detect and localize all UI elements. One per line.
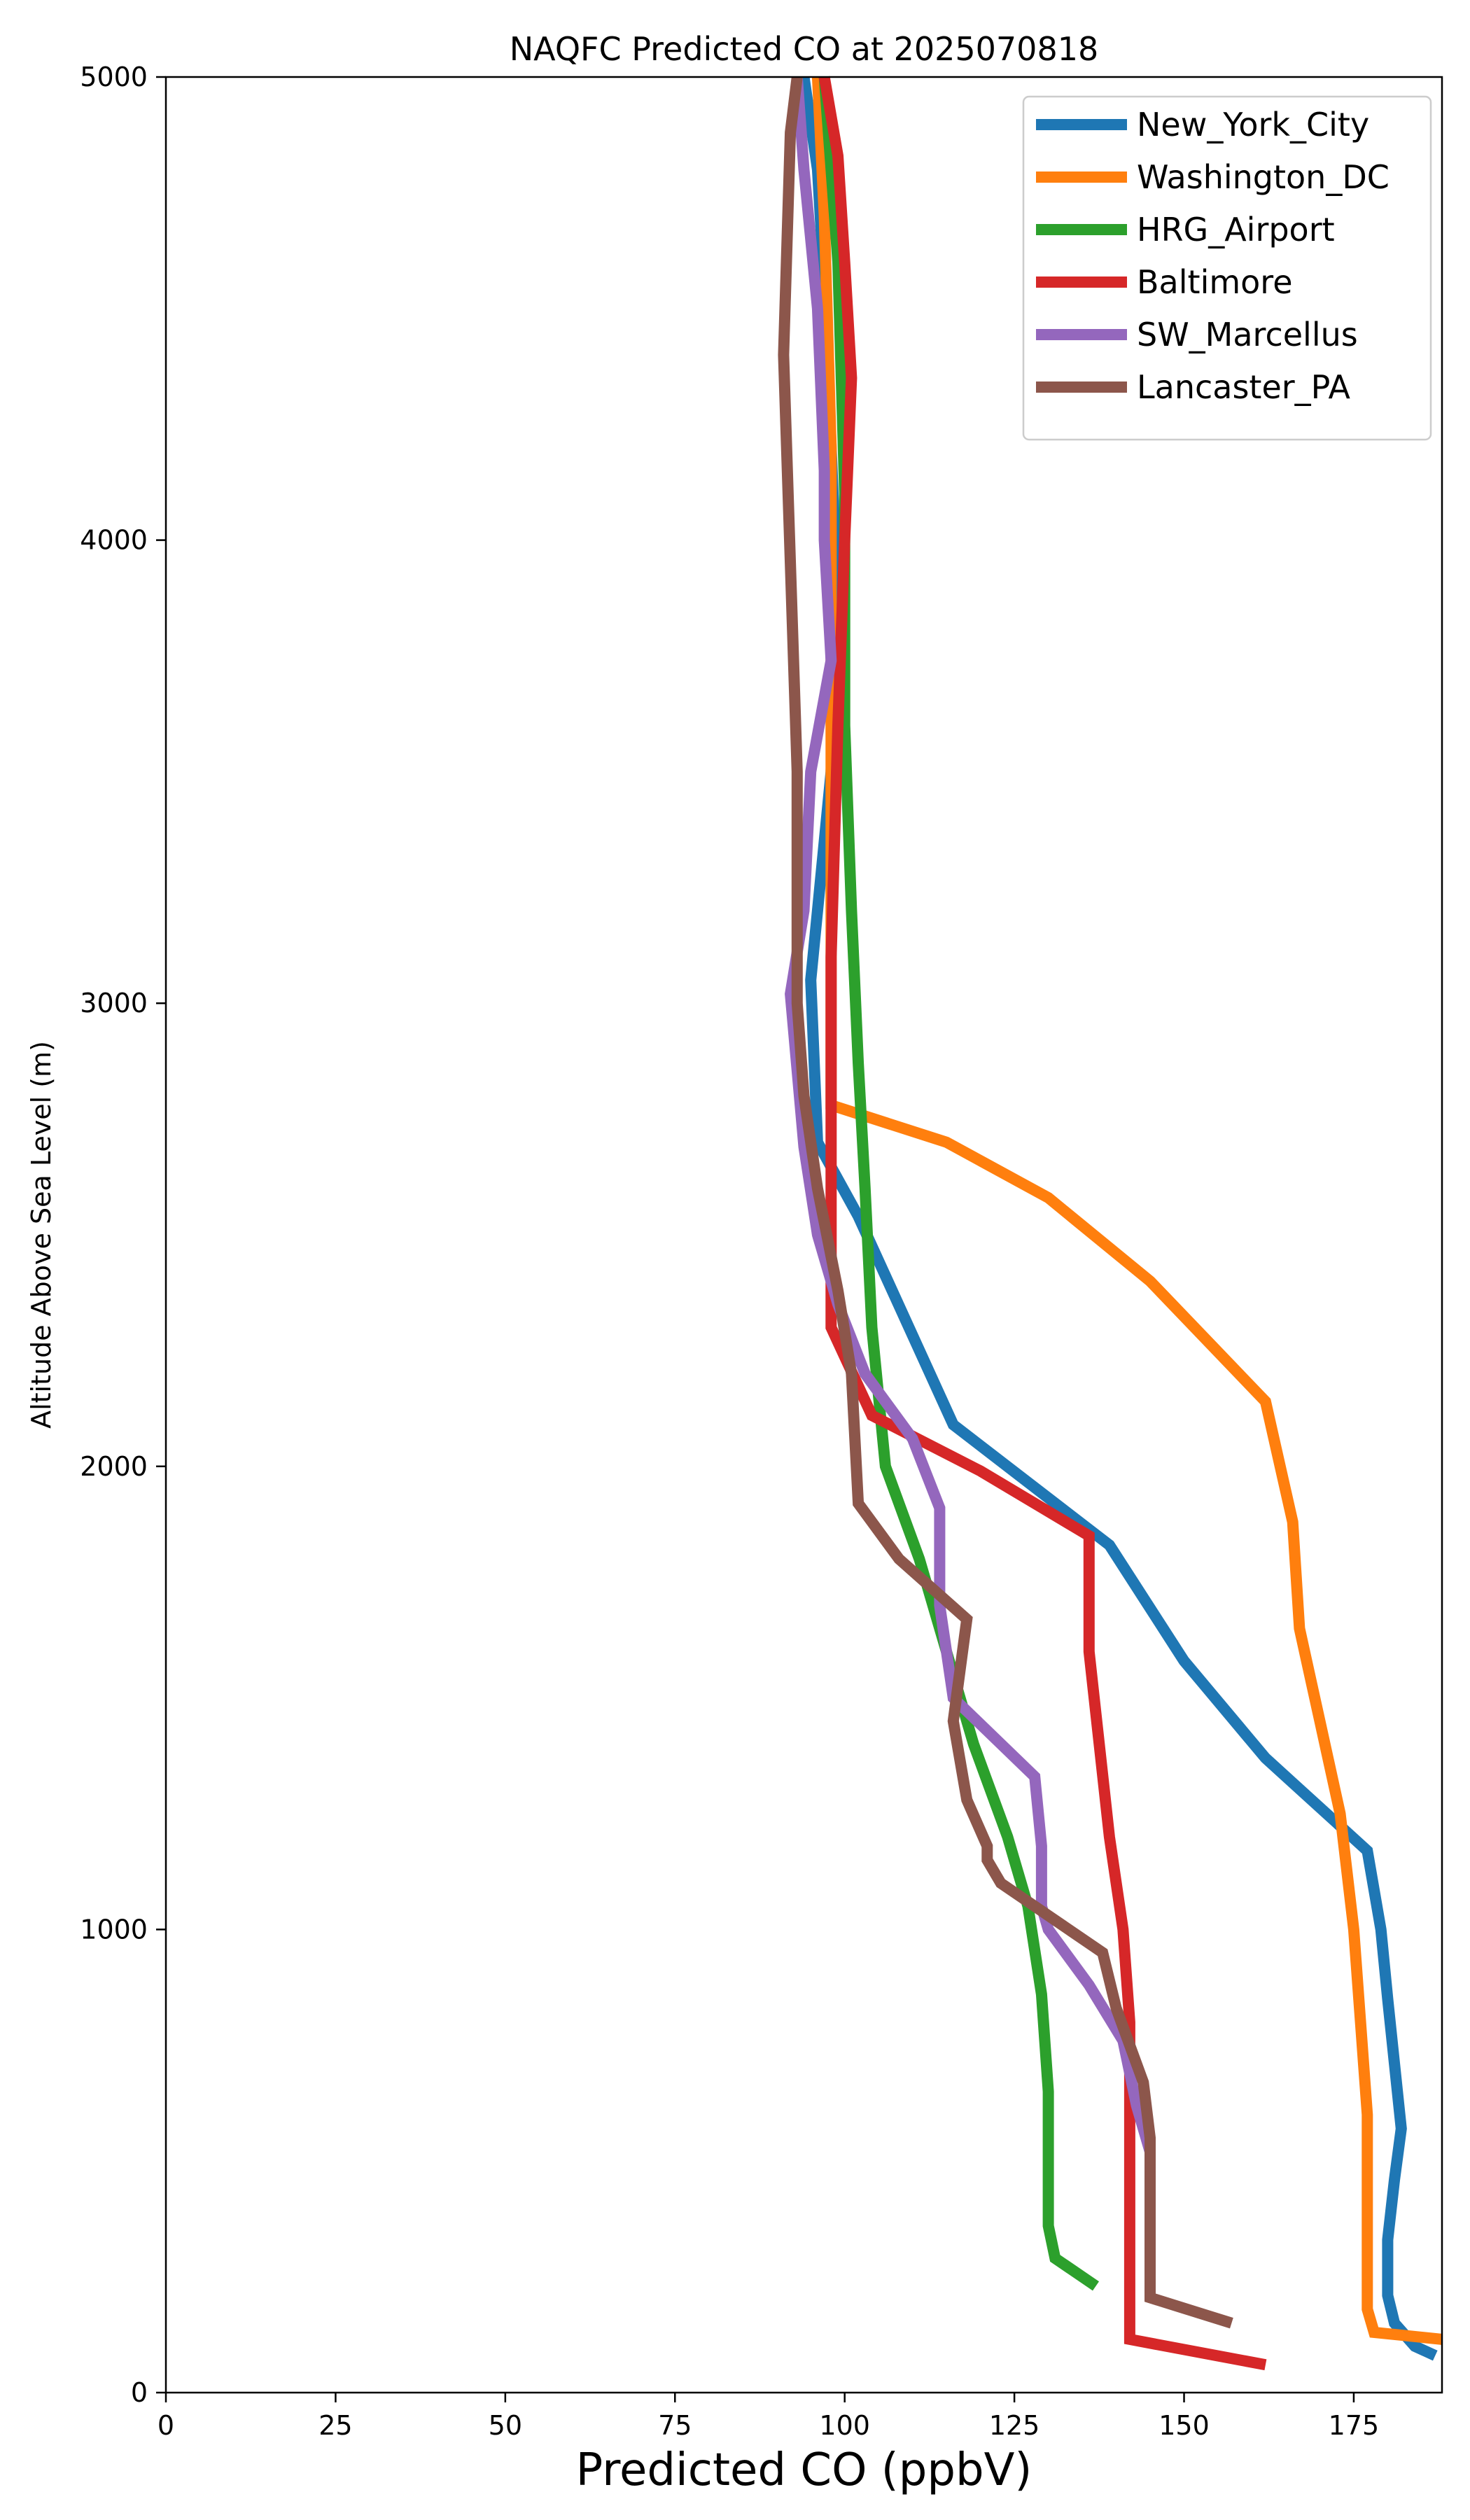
plot-lines	[778, 76, 1442, 2371]
x-tick-label: 125	[989, 2410, 1040, 2441]
x-tick-label: 75	[658, 2410, 692, 2441]
x-tick-label: 0	[158, 2410, 174, 2441]
legend-label: New_York_City	[1137, 106, 1369, 144]
y-axis: 0 1000 2000 3000 4000 5000	[80, 62, 166, 2408]
y-axis-label: Altitude Above Sea Level (m)	[26, 1041, 57, 1429]
y-tick-label: 4000	[80, 525, 148, 556]
series-line-hrg-airport	[818, 76, 1100, 2291]
y-tick-label: 0	[131, 2377, 148, 2408]
legend-label: Lancaster_PA	[1137, 368, 1350, 406]
x-tick-label: 25	[318, 2410, 352, 2441]
series-line-washington-dc	[811, 76, 1442, 2345]
chart-title: NAQFC Predicted CO at 2025070818	[510, 30, 1099, 68]
legend-label: HRG_Airport	[1137, 211, 1335, 248]
x-axis: 0 25 50 75 100 125 150 175	[158, 2393, 1379, 2441]
x-tick-label: 100	[819, 2410, 870, 2441]
series-line-sw-marcellus	[785, 76, 1156, 2199]
y-tick-label: 5000	[80, 62, 148, 92]
x-tick-label: 175	[1329, 2410, 1380, 2441]
x-tick-label: 50	[489, 2410, 522, 2441]
legend: New_York_City Washington_DC HRG_Airport Bal…	[1022, 95, 1432, 441]
series-line-lancaster-pa	[778, 76, 1233, 2329]
x-tick-label: 150	[1158, 2410, 1210, 2441]
y-tick-label: 3000	[80, 988, 148, 1018]
series-line-new-york-city	[798, 76, 1438, 2361]
legend-label: Washington_DC	[1137, 158, 1390, 196]
plot-frame	[164, 76, 1443, 2394]
legend-label: Baltimore	[1137, 263, 1293, 301]
y-tick-label: 1000	[80, 1914, 148, 1945]
legend-label: SW_Marcellus	[1137, 316, 1358, 354]
y-tick-label: 2000	[80, 1451, 148, 1482]
x-axis-label: Predicted CO (ppbV)	[576, 2444, 1032, 2496]
